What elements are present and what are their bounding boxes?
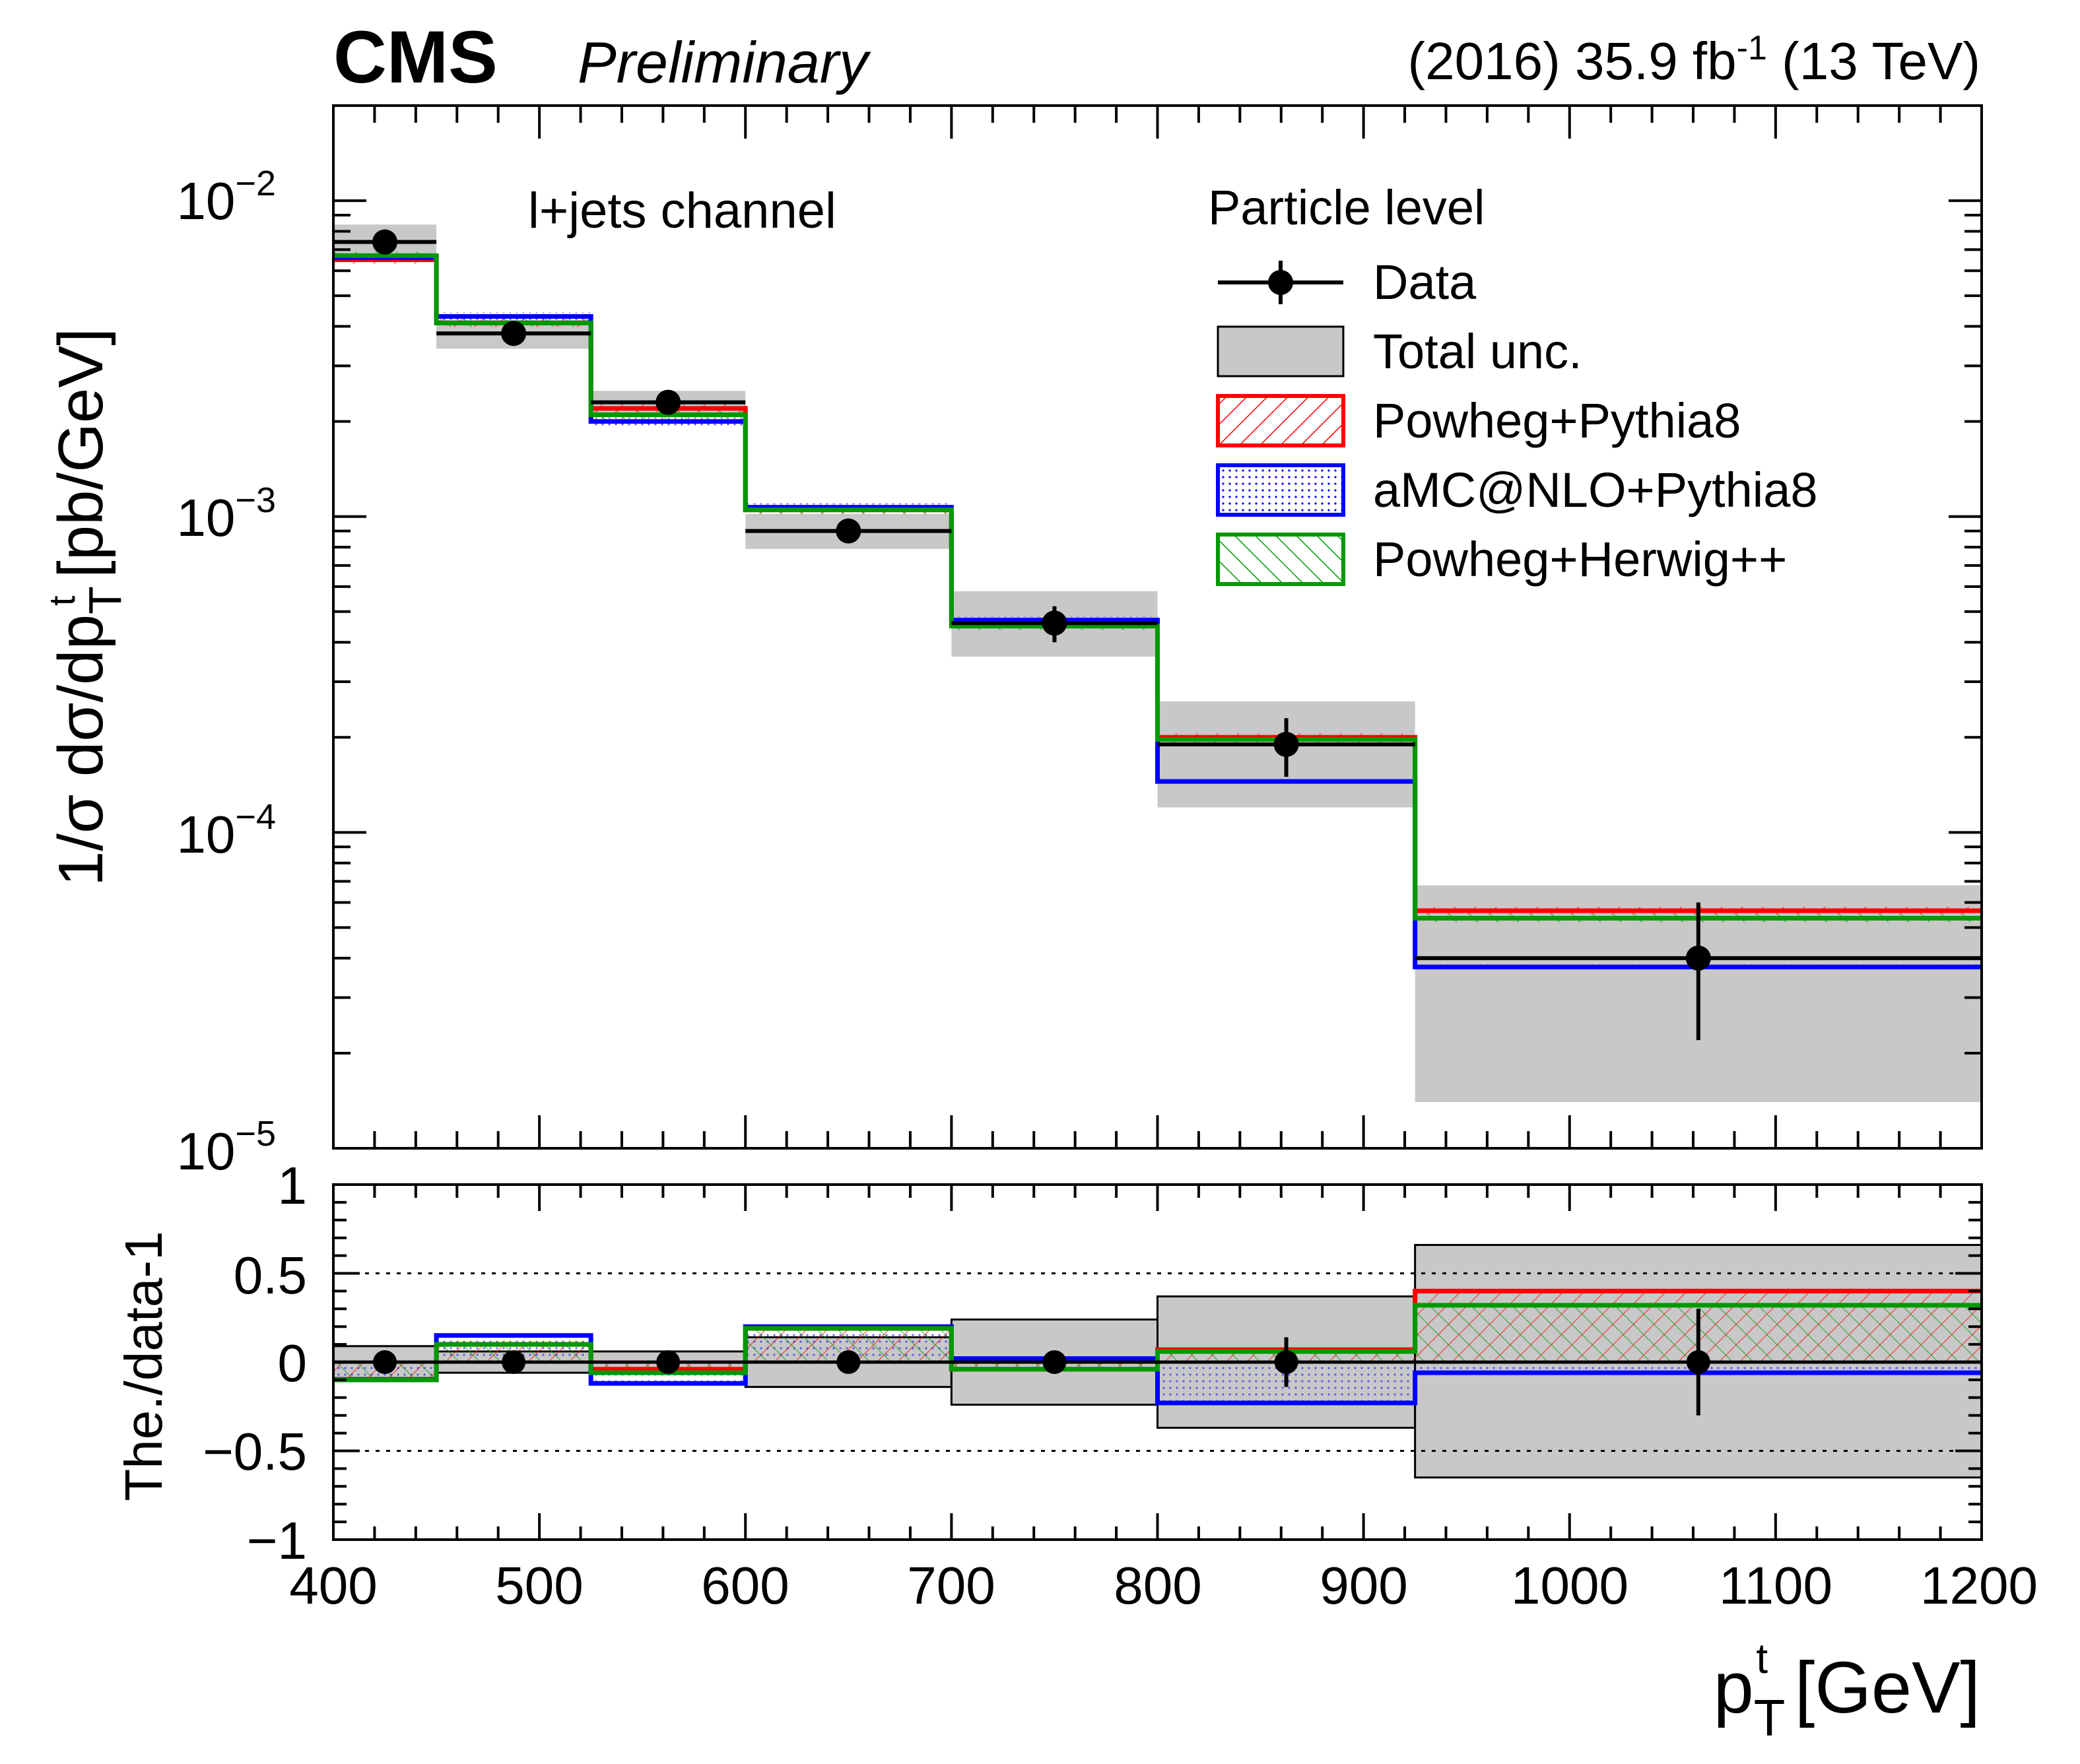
main-data-point-1 [501, 321, 527, 346]
legend-title: Particle level [1208, 180, 1485, 235]
x-tick-label-900: 900 [1320, 1556, 1407, 1615]
x-tick-label-800: 800 [1114, 1556, 1201, 1615]
legend-label-powheg-pythia8: Powheg+Pythia8 [1373, 393, 1741, 448]
channel-annotation: l+jets channel [528, 183, 836, 239]
legend-label-data: Data [1373, 255, 1477, 310]
ratio-powheg_herwig-histogram [333, 1303, 1982, 1383]
ratio-tick-label-m1: −1 [247, 1511, 307, 1570]
y-tick-label-1e-4: 10−4 [176, 797, 276, 864]
x-tick-label-500: 500 [495, 1556, 583, 1615]
x-tick-label-400: 400 [289, 1556, 377, 1615]
ratio-data-point-4 [1042, 1350, 1067, 1374]
main-axis-ticks [332, 104, 1983, 1150]
x-tick-label-1200: 1200 [1920, 1556, 2038, 1615]
ratio-reference-lines [333, 1272, 1982, 1452]
cms-label: CMS [333, 16, 498, 98]
main-y-tick-labels: 10−2 10−3 10−4 10−5 [176, 164, 276, 1181]
ratio-data-point-2 [656, 1350, 681, 1374]
y-tick-label-1e-2: 10−2 [176, 164, 276, 230]
legend-label-total-unc: Total unc. [1373, 324, 1582, 379]
ratio-tick-label-1: 1 [278, 1156, 308, 1215]
legend-entry-amcnlo-pythia8: aMC@NLO+Pythia8 [1216, 463, 1818, 517]
ratio-y-tick-labels: 1 0.5 0 −0.5 −1 [203, 1156, 307, 1570]
main-data-point-0 [372, 229, 398, 255]
y-axis-label-ratio: The./data-1 [114, 1231, 173, 1501]
legend-label-powheg-herwig: Powheg+Herwig++ [1373, 532, 1787, 587]
ratio-tick-label-0: 0 [278, 1334, 308, 1392]
legend: Particle level Data Total unc. Powheg+Py… [1208, 180, 1818, 587]
x-tick-label-1000: 1000 [1511, 1556, 1628, 1615]
y-tick-label-1e-3: 10−3 [176, 480, 276, 547]
legend-entry-powheg-pythia8: Powheg+Pythia8 [1216, 393, 1741, 448]
legend-label-amcnlo-pythia8: aMC@NLO+Pythia8 [1373, 463, 1818, 517]
ratio-data-point-3 [836, 1350, 861, 1374]
ratio-data-point-5 [1274, 1350, 1298, 1374]
x-tick-label-700: 700 [907, 1556, 995, 1615]
preliminary-label: Preliminary [578, 30, 871, 95]
main-data-point-5 [1273, 731, 1299, 757]
ratio-data-point-6 [1686, 1350, 1710, 1374]
legend-entry-powheg-herwig: Powheg+Herwig++ [1216, 532, 1787, 587]
ratio-tick-label-m0.5: −0.5 [203, 1422, 307, 1481]
main-amcnlo_pythia8-histogram [333, 255, 1982, 969]
main-data-points [333, 229, 1982, 1041]
x-tick-label-600: 600 [701, 1556, 789, 1615]
ratio-data-point-1 [502, 1350, 526, 1374]
ratio-data-points [333, 1309, 1982, 1416]
ratio-axis-ticks [332, 1183, 1983, 1541]
main-data-point-2 [655, 389, 681, 415]
main-data-point-3 [836, 518, 861, 544]
legend-entry-data: Data [1218, 255, 1477, 310]
ratio-data-point-0 [373, 1350, 397, 1374]
legend-entry-total-unc: Total unc. [1217, 324, 1582, 379]
main-powheg_herwig-histogram [333, 253, 1982, 921]
main-data-point-4 [1042, 610, 1067, 636]
luminosity-label: (2016) 35.9 fb-1 (13 TeV) [1408, 29, 1981, 90]
x-axis-label: pTt [GeV] [1714, 1635, 1980, 1747]
x-tick-labels: 400 500 600 700 800 900 1000 1100 1200 [289, 1556, 2038, 1615]
y-tick-label-1e-5: 10−5 [176, 1114, 276, 1181]
y-axis-label-main: 1/σ dσ/dpTt [pb/GeV] [41, 328, 131, 886]
x-tick-label-1100: 1100 [1719, 1556, 1832, 1615]
main-data-point-6 [1685, 945, 1711, 971]
ratio-tick-label-0.5: 0.5 [234, 1246, 307, 1305]
